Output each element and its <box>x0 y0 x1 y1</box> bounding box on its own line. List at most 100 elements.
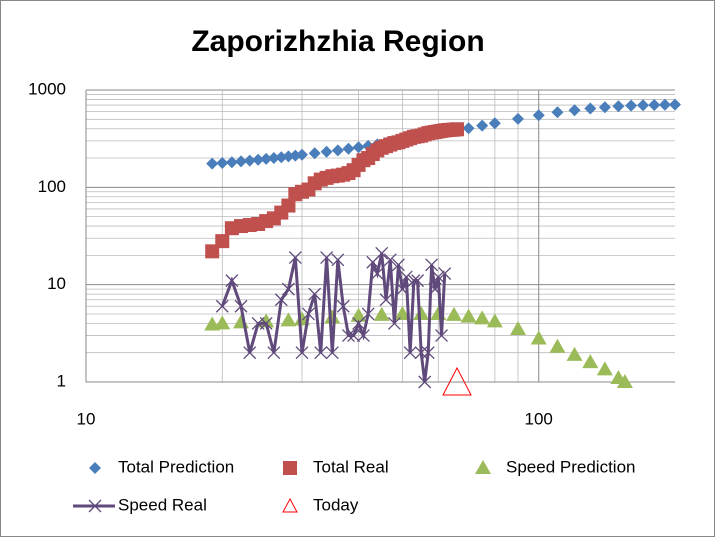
x-marker <box>421 346 435 360</box>
legend-item: Today <box>282 495 359 514</box>
diamond-marker <box>625 99 638 112</box>
legend-item: Total Real <box>283 457 389 476</box>
legend-item: Speed Prediction <box>475 457 635 476</box>
triangle-marker <box>582 354 599 369</box>
today-marker <box>442 366 472 396</box>
diamond-marker <box>252 153 265 166</box>
diamond-marker <box>331 144 344 157</box>
triangle-marker <box>413 305 430 320</box>
triangle-marker <box>486 313 503 328</box>
triangle-marker <box>549 338 566 353</box>
x-marker <box>308 287 322 301</box>
diamond-marker <box>267 152 280 165</box>
diamond-marker <box>342 142 355 155</box>
x-marker <box>215 299 229 313</box>
x-marker <box>431 270 445 284</box>
diamond-marker <box>216 156 229 169</box>
triangle-marker <box>446 306 463 321</box>
x-marker <box>428 282 442 296</box>
x-marker <box>288 251 302 264</box>
x-marker <box>399 270 413 284</box>
triangle-marker <box>394 305 411 320</box>
legend-item: Speed Real <box>73 495 207 514</box>
diamond-marker <box>282 150 295 163</box>
x-marker <box>225 274 239 288</box>
legend-marker <box>88 499 102 513</box>
x-marker <box>336 299 350 313</box>
legend-label: Speed Prediction <box>506 457 635 476</box>
legend-marker <box>283 461 297 475</box>
y-tick-label: 1 <box>57 371 66 390</box>
legend-marker <box>475 460 491 474</box>
x-marker <box>331 253 345 267</box>
legend-item: Total Prediction <box>89 457 234 476</box>
x-marker <box>259 316 273 330</box>
triangle-marker <box>460 308 477 323</box>
x-marker <box>403 346 417 360</box>
diamond-marker <box>584 102 597 115</box>
x-marker <box>301 307 315 321</box>
diamond-marker <box>658 98 671 111</box>
x-marker <box>243 346 257 360</box>
x-marker <box>370 267 384 281</box>
diamond-marker <box>275 151 288 164</box>
diamond-marker <box>612 100 625 113</box>
y-tick-label: 1000 <box>28 79 66 98</box>
x-marker <box>347 329 361 343</box>
diamond-marker <box>296 148 309 161</box>
x-marker <box>281 282 295 296</box>
diamond-marker <box>598 101 611 114</box>
square-marker <box>215 234 230 249</box>
x-marker <box>395 282 409 296</box>
triangle-marker <box>596 361 613 376</box>
legend-label: Total Prediction <box>118 457 234 476</box>
diamond-marker <box>462 122 475 135</box>
triangle-marker <box>510 321 527 336</box>
x-marker <box>425 258 439 272</box>
triangle-marker <box>373 306 390 321</box>
diamond-marker <box>260 152 273 165</box>
diamond-marker <box>235 155 248 168</box>
diamond-marker <box>320 145 333 158</box>
series <box>205 122 465 259</box>
triangle-marker <box>324 309 341 324</box>
x-marker <box>383 253 397 267</box>
legend-label: Speed Real <box>118 495 207 514</box>
x-marker <box>411 274 425 288</box>
triangle-marker <box>280 312 297 327</box>
x-marker <box>320 251 334 264</box>
chart-title: Zaporizhzhia Region <box>191 25 484 58</box>
diamond-marker <box>243 154 256 167</box>
diamond-marker <box>669 98 681 111</box>
x-marker <box>387 316 401 330</box>
square-marker <box>281 198 296 213</box>
diamond-marker <box>648 98 661 111</box>
x-marker <box>392 258 405 272</box>
diamond-marker <box>476 119 489 132</box>
legend-label: Today <box>313 495 359 514</box>
diamond-marker <box>206 157 219 170</box>
x-marker <box>379 293 393 307</box>
x-marker <box>356 329 370 343</box>
x-tick-label: 10 <box>77 409 96 428</box>
x-marker <box>325 346 339 360</box>
triangle-marker <box>474 310 491 325</box>
x-tick-label: 100 <box>525 409 553 428</box>
triangle-marker <box>350 307 367 322</box>
legend-marker <box>282 497 298 513</box>
x-marker <box>295 346 309 360</box>
square-marker <box>450 122 465 137</box>
x-marker <box>435 329 448 343</box>
diamond-marker <box>308 147 321 160</box>
legend-marker <box>89 462 101 474</box>
x-marker <box>375 246 389 260</box>
x-marker <box>414 346 428 360</box>
diamond-marker <box>637 99 650 112</box>
series <box>442 366 472 396</box>
triangle-marker <box>214 315 231 330</box>
diamond-marker <box>568 104 581 117</box>
triangle-marker <box>530 330 547 345</box>
